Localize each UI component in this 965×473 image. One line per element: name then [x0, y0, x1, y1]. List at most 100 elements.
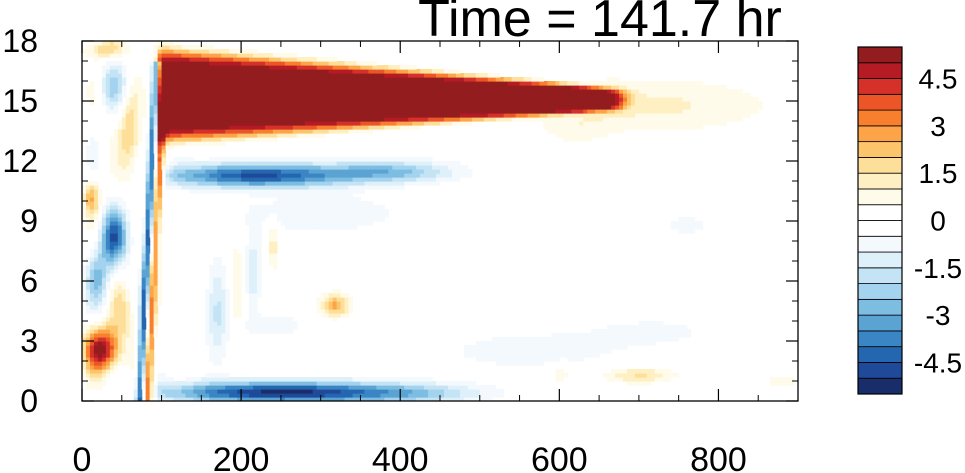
heatmap-cell — [121, 225, 127, 230]
heatmap-cell — [141, 229, 147, 234]
heatmap-cell — [177, 393, 183, 398]
heatmap-cell — [587, 117, 592, 122]
heatmap-cell — [161, 97, 167, 102]
heatmap-cell — [213, 189, 218, 194]
heatmap-cell — [264, 185, 270, 190]
heatmap-cell — [535, 109, 541, 114]
heatmap-cell — [129, 129, 135, 134]
heatmap-cell — [487, 397, 493, 401]
heatmap-cell — [137, 345, 143, 350]
heatmap-cell — [499, 389, 505, 394]
heatmap-cell — [241, 121, 246, 126]
heatmap-cell — [563, 109, 568, 114]
heatmap-cell — [527, 97, 533, 102]
heatmap-cell — [348, 197, 354, 202]
heatmap-cell — [583, 341, 588, 346]
heatmap-cell — [109, 93, 115, 98]
heatmap-cell — [515, 105, 521, 110]
heatmap-cell — [85, 189, 91, 194]
heatmap-cell — [229, 385, 234, 390]
heatmap-cell — [82, 277, 87, 282]
heatmap-cell — [245, 381, 250, 386]
heatmap-cell — [499, 361, 505, 366]
heatmap-cell — [101, 97, 107, 102]
heatmap-cell — [149, 133, 155, 138]
heatmap-cell — [591, 125, 596, 130]
heatmap-cell — [650, 369, 656, 374]
heatmap-cell — [304, 161, 310, 166]
heatmap-cell — [432, 85, 437, 90]
heatmap-cell — [93, 289, 99, 294]
heatmap-cell — [113, 341, 119, 346]
heatmap-cell — [316, 393, 322, 398]
heatmap-cell — [420, 117, 425, 122]
heatmap-cell — [217, 293, 222, 298]
heatmap-cell — [758, 101, 763, 106]
heatmap-cell — [268, 253, 274, 258]
heatmap-cell — [304, 157, 310, 162]
heatmap-cell — [237, 165, 242, 170]
heatmap-cell — [280, 89, 286, 94]
heatmap-cell — [571, 97, 576, 102]
heatmap-cell — [447, 393, 453, 398]
heatmap-cell — [284, 209, 290, 214]
heatmap-cell — [666, 105, 672, 110]
heatmap-cell — [352, 173, 358, 178]
heatmap-cell — [670, 225, 676, 230]
heatmap-cell — [113, 145, 119, 150]
heatmap-cell — [85, 145, 91, 150]
heatmap-cell — [233, 397, 238, 401]
heatmap-cell — [117, 361, 123, 366]
heatmap-cell — [320, 157, 326, 162]
heatmap-cell — [428, 97, 433, 102]
heatmap-cell — [213, 341, 218, 346]
heatmap-cell — [404, 157, 409, 162]
heatmap-cell — [308, 217, 314, 222]
heatmap-cell — [113, 165, 119, 170]
heatmap-cell — [93, 181, 99, 186]
heatmap-cell — [257, 177, 262, 182]
heatmap-cell — [380, 157, 385, 162]
heatmap-cell — [583, 89, 588, 94]
heatmap-cell — [463, 173, 469, 178]
heatmap-cell — [634, 105, 640, 110]
heatmap-cell — [312, 225, 318, 230]
heatmap-cell — [304, 121, 310, 126]
heatmap-cell — [690, 121, 696, 126]
heatmap-cell — [619, 89, 624, 94]
heatmap-cell — [344, 201, 350, 206]
heatmap-cell — [384, 121, 389, 126]
heatmap-cell — [380, 377, 385, 382]
heatmap-cell — [261, 397, 266, 401]
heatmap-cell — [125, 129, 131, 134]
heatmap-cell — [101, 213, 107, 218]
heatmap-cell — [336, 109, 342, 114]
heatmap-cell — [93, 153, 99, 158]
heatmap-cell — [300, 389, 306, 394]
heatmap-cell — [412, 161, 417, 166]
heatmap-cell — [479, 385, 485, 390]
heatmap-cell — [229, 377, 234, 382]
heatmap-cell — [205, 177, 210, 182]
heatmap-cell — [686, 221, 692, 226]
heatmap-cell — [197, 101, 202, 106]
heatmap-cell — [113, 169, 119, 174]
heatmap-cell — [483, 385, 489, 390]
heatmap-cell — [117, 161, 123, 166]
heatmap-cell — [332, 117, 338, 122]
heatmap-cell — [328, 93, 334, 98]
heatmap-cell — [722, 101, 727, 106]
heatmap-cell — [348, 173, 354, 178]
heatmap-cell — [225, 173, 230, 178]
heatmap-cell — [662, 337, 668, 342]
heatmap-cell — [205, 321, 210, 326]
heatmap-cell — [694, 97, 700, 102]
heatmap-cell — [455, 117, 461, 122]
heatmap-cell — [93, 265, 99, 270]
heatmap-cell — [225, 337, 230, 342]
heatmap-cell — [145, 225, 151, 230]
heatmap-cell — [344, 181, 350, 186]
heatmap-cell — [149, 297, 155, 302]
heatmap-cell — [157, 145, 163, 150]
heatmap-cell — [336, 97, 342, 102]
